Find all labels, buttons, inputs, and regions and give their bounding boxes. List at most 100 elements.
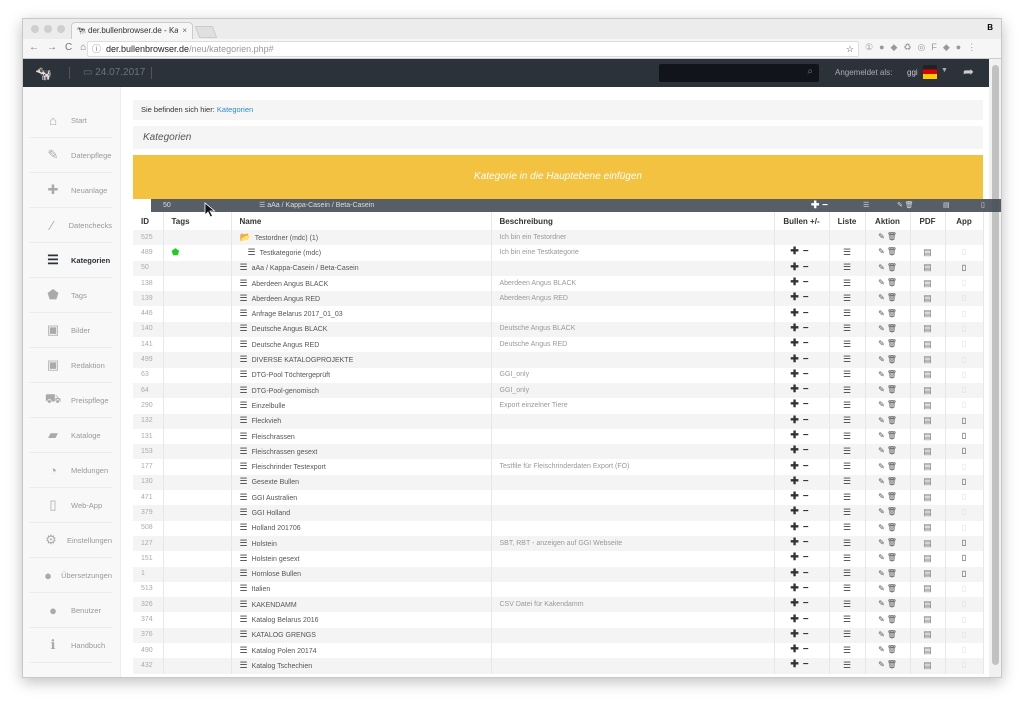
edit-icon[interactable]: ✎ [878, 339, 885, 349]
add-remove-bull-icons[interactable]: ✚− [790, 628, 813, 640]
edit-icon[interactable]: ✎ [878, 461, 885, 471]
mobile-icon[interactable]: ▯ [961, 293, 967, 303]
list-icon[interactable]: ☰ [239, 338, 248, 349]
list-icon[interactable]: ☰ [842, 354, 852, 365]
list-icon[interactable]: ☰ [842, 476, 852, 487]
mobile-icon[interactable]: ▯ [961, 583, 967, 593]
mobile-icon[interactable]: ▯ [961, 354, 967, 364]
list-icon[interactable]: ☰ [842, 522, 852, 533]
edit-icon[interactable]: ✎ [878, 415, 885, 425]
table-row[interactable]: 131 ☰ Fleischrassen ✚− ☰ ✎ 🗑 ▤ ▯ [133, 428, 984, 445]
table-row[interactable]: 64 ☰ DTG-Pool-genomisch GGI_only ✚− ☰ ✎ 🗑… [133, 382, 984, 399]
list-icon[interactable]: ☰ [239, 568, 248, 579]
table-row[interactable]: 50 ☰ aAa / Kappa-Casein / Beta-Casein ✚− … [133, 260, 984, 276]
sidebar-item-start[interactable]: ⌂ Start [29, 103, 112, 138]
drag-ghost-row[interactable]: 50 ☰ aAa / Kappa-Casein / Beta-Casein ✚ … [151, 199, 1001, 212]
add-remove-bull-icons[interactable]: ✚− [790, 644, 813, 656]
category-name[interactable]: Deutsche Angus BLACK [251, 326, 328, 334]
row-name[interactable]: ☰ Fleischrassen gesext [231, 444, 492, 460]
list-icon[interactable]: ☰ [239, 491, 248, 502]
edit-icon[interactable]: ✎ [878, 522, 885, 532]
add-remove-bull-icons[interactable]: ✚− [790, 552, 813, 564]
edit-icon[interactable]: ✎ [878, 293, 885, 303]
sidebar-item-kataloge[interactable]: ▰ Kataloge [29, 418, 112, 453]
add-remove-bull-icons[interactable]: ✚− [790, 506, 813, 518]
table-row[interactable]: 326 ☰ KAKENDAMM CSV Datei für Kakendamm ✚… [133, 597, 984, 613]
pdf-icon[interactable]: ▤ [923, 476, 932, 487]
trash-icon[interactable]: 🗑 [886, 232, 897, 242]
trash-icon[interactable]: 🗑 [886, 446, 897, 456]
row-name[interactable]: ☰ DTG-Pool Töchtergeprüft [231, 367, 492, 383]
trash-icon[interactable]: 🗑 [886, 553, 897, 563]
pdf-icon[interactable]: ▤ [923, 598, 932, 609]
list-icon[interactable]: ☰ [239, 262, 248, 273]
category-name[interactable]: Testkategorie (mdc) [259, 249, 322, 257]
list-icon[interactable]: ☰ [842, 262, 852, 273]
chevron-down-icon[interactable]: ▼ [941, 67, 948, 74]
trash-icon[interactable]: 🗑 [886, 476, 897, 486]
sidebar-item-bersetzungen[interactable]: ● Übersetzungen [29, 558, 112, 593]
edit-icon[interactable]: ✎ [878, 278, 885, 288]
list-icon[interactable]: ☰ [842, 323, 852, 334]
pdf-icon[interactable]: ▤ [923, 644, 932, 655]
row-name[interactable]: ☰ DTG-Pool-genomisch [231, 382, 492, 399]
sidebar-item-redaktion[interactable]: ▣ Redaktion [29, 348, 112, 383]
column-header[interactable]: PDF [910, 212, 946, 230]
list-icon[interactable]: ☰ [239, 552, 248, 563]
table-row[interactable]: 290 ☰ Einzelbulle Export einzelner Tiere … [133, 398, 984, 414]
mobile-icon[interactable]: ▯ [961, 538, 967, 548]
list-icon[interactable]: ☰ [247, 246, 256, 257]
list-icon[interactable]: ☰ [842, 430, 852, 441]
mobile-icon[interactable]: ▯ [961, 507, 967, 517]
row-name[interactable]: ☰ Deutsche Angus BLACK [231, 321, 492, 338]
category-name[interactable]: Holstein gesext [251, 555, 300, 563]
list-icon[interactable]: ☰ [239, 369, 248, 380]
edit-icon[interactable]: ✎ [878, 308, 885, 318]
row-name[interactable]: ☰ Einzelbulle [231, 398, 492, 414]
list-icon[interactable]: ☰ [842, 369, 852, 380]
mobile-icon[interactable]: ▯ [961, 568, 967, 578]
mobile-icon[interactable]: ▯ [961, 614, 967, 624]
sidebar-item-tags[interactable]: ⬟ Tags [29, 278, 112, 313]
row-name[interactable]: ☰ Holland 201706 [231, 520, 492, 536]
edit-icon[interactable]: ✎ [878, 354, 885, 364]
list-icon[interactable]: ☰ [239, 629, 248, 640]
sidebar-item-kategorien[interactable]: ☰ Kategorien [29, 243, 112, 278]
category-name[interactable]: Italien [251, 586, 271, 594]
list-icon[interactable]: ☰ [842, 659, 852, 670]
table-row[interactable]: 379 ☰ GGI Holland ✚− ☰ ✎ 🗑 ▤ ▯ [133, 505, 984, 521]
list-icon[interactable]: ☰ [239, 598, 248, 609]
list-icon[interactable]: ☰ [842, 537, 852, 548]
edit-icon[interactable]: ✎ [878, 476, 885, 486]
edit-icon[interactable]: ✎ [878, 492, 885, 502]
edit-icon[interactable]: ✎ [878, 660, 885, 670]
pdf-icon[interactable]: ▤ [923, 537, 932, 548]
add-remove-bull-icons[interactable]: ✚− [790, 445, 813, 457]
trash-icon[interactable]: 🗑 [886, 461, 897, 471]
mobile-icon[interactable]: ▯ [961, 278, 967, 288]
pdf-icon[interactable]: ▤ [923, 491, 932, 502]
edit-icon[interactable]: ✎ [878, 599, 885, 609]
edit-icon[interactable]: ✎ [878, 262, 885, 272]
category-name[interactable]: Anfrage Belarus 2017_01_03 [251, 311, 343, 319]
edit-icon[interactable]: ✎ [878, 583, 885, 593]
pdf-icon[interactable]: ▤ [923, 552, 932, 563]
add-remove-bull-icons[interactable]: ✚− [790, 338, 813, 350]
category-name[interactable]: Deutsche Angus RED [251, 341, 320, 349]
back-icon[interactable]: ← [29, 42, 39, 53]
trash-icon[interactable]: 🗑 [886, 645, 897, 655]
list-icon[interactable]: ☰ [239, 614, 248, 625]
category-name[interactable]: DTG-Pool-genomisch [251, 387, 319, 395]
add-remove-bull-icons[interactable]: ✚− [790, 307, 813, 319]
reload-icon[interactable]: C [65, 42, 73, 53]
list-icon[interactable]: ☰ [239, 399, 248, 410]
trash-icon[interactable]: 🗑 [886, 293, 897, 303]
table-row[interactable]: 63 ☰ DTG-Pool Töchtergeprüft GGI_only ✚− … [133, 367, 984, 383]
add-remove-bull-icons[interactable]: ✚− [790, 460, 813, 472]
trash-icon[interactable]: 🗑 [886, 339, 897, 349]
add-remove-bull-icons[interactable]: ✚− [790, 368, 813, 380]
browser-tab[interactable]: 🐄der.bullenbrowser.de - Kategorien × [71, 22, 193, 39]
pdf-icon[interactable]: ▤ [923, 461, 932, 472]
add-remove-bull-icons[interactable]: ✚− [790, 521, 813, 533]
bookmark-star-icon[interactable]: ☆ [845, 44, 854, 54]
